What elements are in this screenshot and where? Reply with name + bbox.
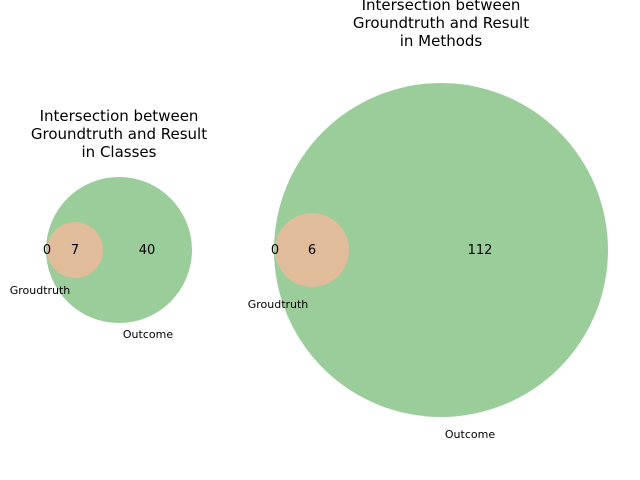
methods-title-line-3: in Methods <box>400 32 483 50</box>
classes-groundtruth-label: Groudtruth <box>10 284 71 297</box>
methods-intersection-circle <box>275 213 349 287</box>
classes-title-line-1: Intersection between <box>40 107 199 125</box>
classes-groundtruth-only-count: 0 <box>43 243 51 258</box>
methods-outcome-circle <box>274 83 608 417</box>
classes-title-line-3: in Classes <box>82 143 157 161</box>
classes-intersection-count: 7 <box>71 243 79 258</box>
classes-title-line-2: Groundtruth and Result <box>31 125 207 143</box>
methods-title-line-1: Intersection between <box>362 0 521 14</box>
classes-outcome-label: Outcome <box>123 328 173 341</box>
methods-title-line-2: Groundtruth and Result <box>353 14 529 32</box>
classes-outcome-only-count: 40 <box>139 243 156 258</box>
methods-outcome-only-count: 112 <box>468 243 493 258</box>
methods-outcome-label: Outcome <box>445 428 495 441</box>
venn-classes: Intersection between Groundtruth and Res… <box>10 107 208 341</box>
methods-intersection-count: 6 <box>308 243 316 258</box>
classes-outcome-circle <box>46 177 192 323</box>
classes-intersection-circle <box>47 222 103 278</box>
methods-groundtruth-label: Groudtruth <box>248 298 309 311</box>
venn-methods: Intersection between Groundtruth and Res… <box>248 0 608 441</box>
methods-groundtruth-only-count: 0 <box>271 243 279 258</box>
